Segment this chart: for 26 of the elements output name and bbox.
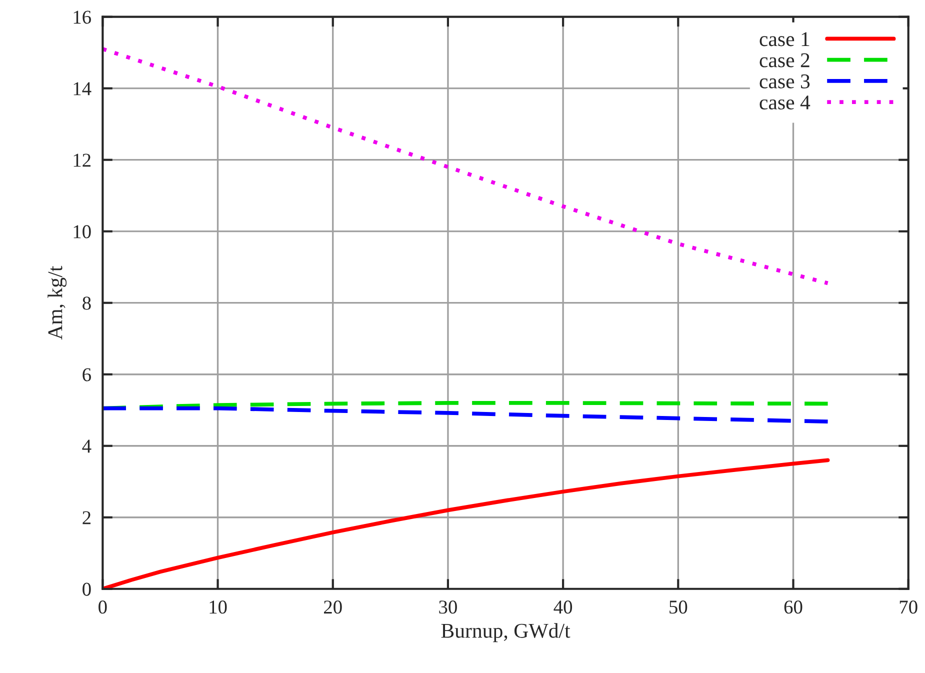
y-tick-label: 10 <box>74 225 91 238</box>
line-series <box>102 47 830 286</box>
y-tick-label: 12 <box>74 154 90 167</box>
line-series <box>102 458 830 589</box>
y-tick-label: 4 <box>82 440 92 453</box>
legend-label: case 3 <box>760 74 810 88</box>
line-series <box>102 406 830 424</box>
y-tick-label: 2 <box>82 511 90 524</box>
x-tick-label: 30 <box>439 600 457 614</box>
x-tick-label: 50 <box>670 600 688 614</box>
x-tick-label: 40 <box>554 600 572 614</box>
x-tick-label: 20 <box>324 600 342 614</box>
x-tick-label: 0 <box>98 600 107 614</box>
y-tick-label: 14 <box>74 82 92 96</box>
y-tick-label: 0 <box>82 582 91 596</box>
y-tick-label: 16 <box>74 10 91 24</box>
x-tick-label: 60 <box>784 600 802 614</box>
y-axis-title: Am, kg/t <box>48 266 67 340</box>
y-tick-label: 8 <box>82 296 91 310</box>
legend-label: case 2 <box>760 53 810 68</box>
legend-label: case 4 <box>760 96 810 110</box>
y-tick-label: 6 <box>82 368 91 382</box>
legend-label: case 1 <box>760 32 810 46</box>
x-tick-label: 70 <box>900 600 918 614</box>
x-axis-title: Burnup, GWd/t <box>441 623 570 642</box>
x-tick-label: 10 <box>210 600 227 614</box>
